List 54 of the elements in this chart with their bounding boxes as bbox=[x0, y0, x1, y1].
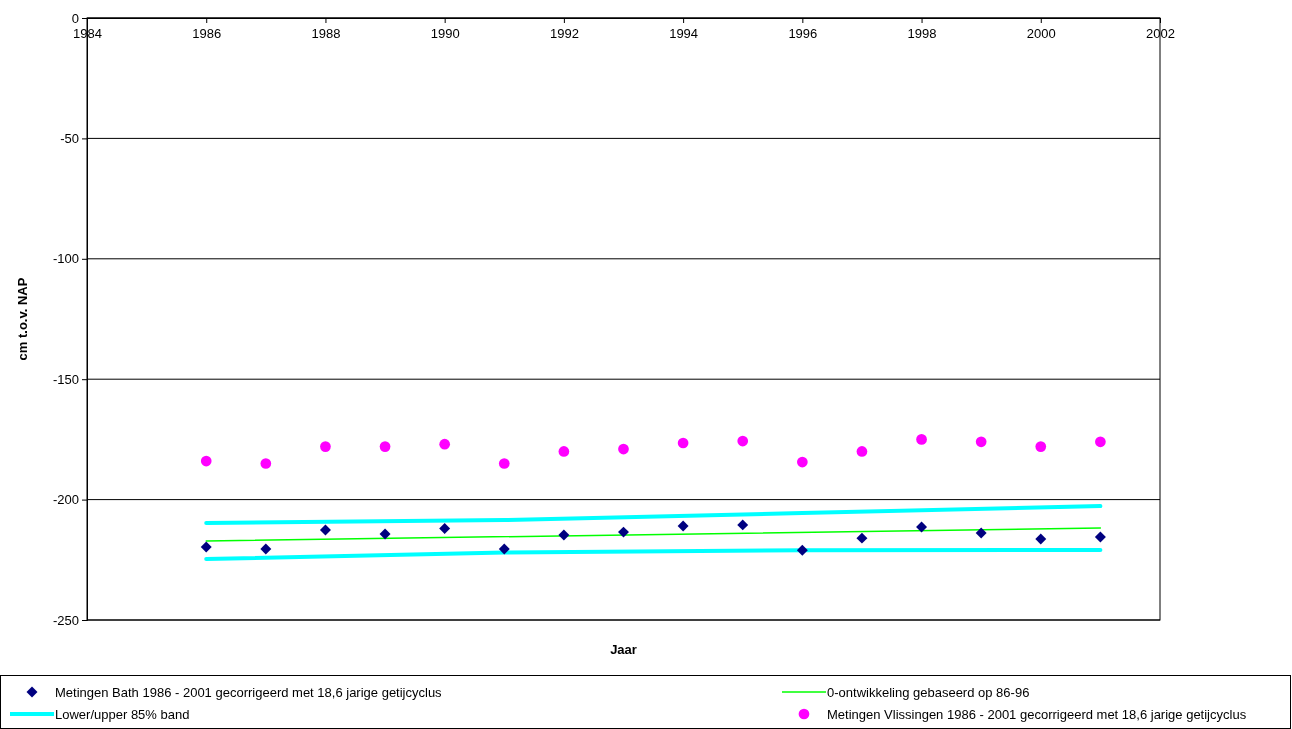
y-axis-title: cm t.o.v. NAP bbox=[15, 277, 30, 361]
point bbox=[737, 435, 749, 447]
point bbox=[677, 520, 689, 532]
y-tick-label: -200 bbox=[52, 492, 79, 508]
x-tick-label: 1998 bbox=[907, 25, 937, 41]
point bbox=[439, 523, 451, 534]
y-tick-label: -150 bbox=[52, 371, 79, 387]
point bbox=[558, 446, 570, 457]
point bbox=[975, 527, 987, 539]
point bbox=[796, 456, 808, 468]
point bbox=[916, 434, 927, 445]
point bbox=[439, 438, 451, 450]
point bbox=[260, 458, 272, 469]
y-tick-label: -100 bbox=[52, 251, 79, 267]
x-tick-label: 1994 bbox=[669, 25, 699, 41]
point bbox=[916, 521, 928, 533]
line-series bbox=[204, 504, 1103, 525]
point bbox=[200, 541, 212, 553]
point bbox=[1035, 533, 1047, 545]
y-tick-label: -250 bbox=[52, 612, 79, 628]
legend-label: 0-ontwikkeling gebaseerd op 86-96 bbox=[827, 685, 1030, 700]
x-tick-label: 1996 bbox=[788, 25, 818, 41]
point bbox=[677, 437, 689, 449]
x-tick-label: 2000 bbox=[1026, 25, 1056, 41]
y-tick-label: 0 bbox=[71, 10, 79, 26]
x-tick-label: 1992 bbox=[549, 25, 579, 41]
point bbox=[796, 544, 808, 556]
point bbox=[618, 526, 629, 538]
x-tick-label: 1988 bbox=[311, 25, 341, 41]
x-tick-label: 1986 bbox=[192, 25, 222, 41]
point bbox=[1035, 441, 1047, 452]
point bbox=[1095, 436, 1106, 448]
y-tick-label: -50 bbox=[60, 131, 79, 147]
point bbox=[618, 443, 629, 455]
x-tick-label: 2002 bbox=[1146, 25, 1175, 41]
point bbox=[379, 441, 391, 452]
point bbox=[319, 524, 331, 536]
point bbox=[1094, 531, 1106, 543]
point bbox=[260, 543, 272, 555]
point bbox=[320, 441, 331, 452]
point bbox=[737, 519, 749, 531]
legend-label: Metingen Bath 1986 - 2001 gecorrigeerd met 18,6 jarige getijcyclus bbox=[55, 685, 443, 700]
legend-label: Lower/upper 85% band bbox=[55, 707, 190, 722]
point bbox=[975, 436, 987, 448]
point bbox=[498, 543, 510, 555]
point bbox=[498, 458, 510, 469]
x-tick-label: 1990 bbox=[430, 25, 460, 41]
point bbox=[856, 532, 868, 544]
x-axis-title: Jaar bbox=[610, 642, 637, 657]
point bbox=[558, 529, 570, 541]
point bbox=[856, 446, 868, 457]
point bbox=[379, 528, 391, 540]
point bbox=[200, 455, 212, 467]
legend-label: Metingen Vlissingen 1986 - 2001 gecorrigeerd met 18,6 jarige getijcyclus bbox=[827, 707, 1247, 722]
